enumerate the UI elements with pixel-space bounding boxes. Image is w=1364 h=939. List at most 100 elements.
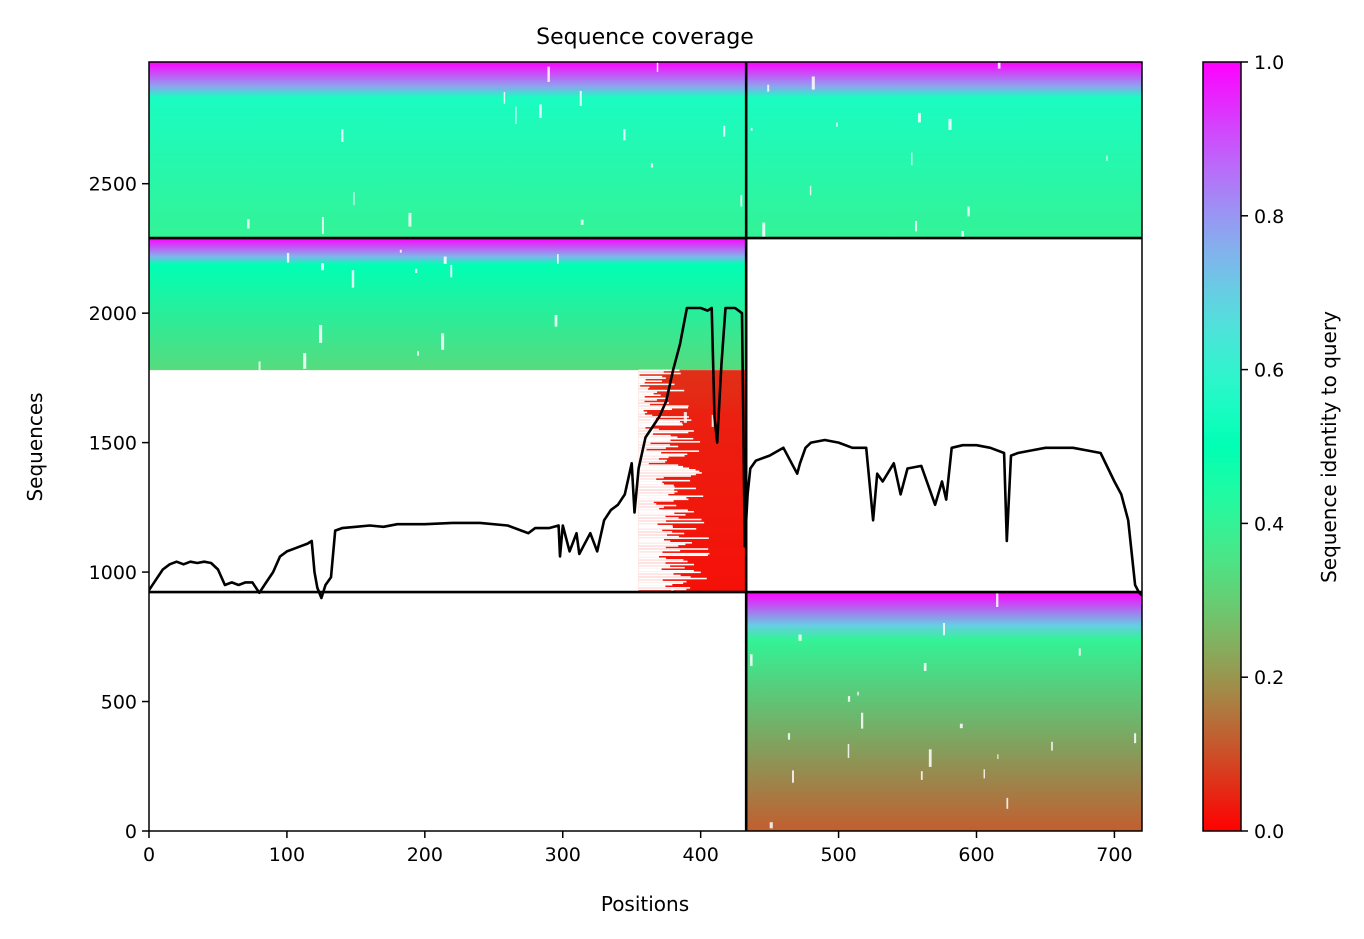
coverage-gap <box>811 76 815 90</box>
coverage-gap <box>638 473 696 476</box>
coverage-gap <box>762 222 766 241</box>
coverage-gap <box>613 643 617 659</box>
coverage-gap <box>638 577 707 580</box>
coverage-gap <box>740 195 743 207</box>
coverage-gap <box>384 677 387 689</box>
coverage-gap <box>967 206 970 217</box>
coverage-gap <box>638 509 688 511</box>
colorbar-tick-label: 1.0 <box>1254 52 1284 74</box>
coverage-gap <box>638 540 671 543</box>
coverage-gap <box>638 396 645 398</box>
coverage-gap <box>638 469 696 471</box>
coverage-gap <box>638 428 659 431</box>
coverage-gap <box>704 645 708 649</box>
coverage-gap <box>638 565 671 567</box>
coverage-gap <box>683 412 687 423</box>
coverage-gap <box>1056 269 1060 279</box>
coverage-gap <box>321 216 324 234</box>
coverage-gap <box>638 518 702 521</box>
coverage-gap <box>958 498 961 511</box>
coverage-gap <box>638 585 666 588</box>
coverage-gap <box>638 450 700 452</box>
coverage-gap <box>1060 417 1063 424</box>
coverage-gap <box>777 512 779 528</box>
coverage-gap <box>586 801 590 807</box>
colorbar-tick-label: 0.8 <box>1254 206 1284 228</box>
coverage-gap <box>638 400 645 403</box>
coverage-gap <box>638 394 661 397</box>
coverage-gap <box>638 431 689 434</box>
coverage-gap <box>638 490 678 493</box>
coverage-gap <box>547 66 550 82</box>
coverage-gap <box>928 749 932 767</box>
coverage-gap <box>597 432 599 441</box>
coverage-gap <box>638 483 664 485</box>
coverage-gap <box>959 723 963 729</box>
coverage-gap <box>638 588 687 591</box>
coverage-gap <box>650 163 654 168</box>
coverage-gap <box>638 382 645 384</box>
coverage-gap <box>638 465 684 468</box>
coverage-gaps <box>231 62 1137 829</box>
coverage-gap <box>417 351 419 356</box>
x-axis: 0 100 200 300 400 500 600 700 <box>143 831 1133 866</box>
x-tick-label: 0 <box>143 844 155 866</box>
coverage-gap <box>638 576 691 578</box>
colorbar-tick-label: 0.0 <box>1254 821 1284 843</box>
coverage-gap <box>1051 741 1053 751</box>
plot-area <box>148 61 1143 832</box>
coverage-gap <box>638 521 705 524</box>
coverage-gap <box>951 281 954 289</box>
coverage-gap <box>638 388 648 390</box>
colorbar-tick-label: 0.2 <box>1254 667 1284 689</box>
coverage-gap <box>623 129 626 141</box>
coverage-gap <box>539 104 542 119</box>
coverage-gap <box>1134 733 1137 744</box>
coverage-gap <box>554 315 558 327</box>
coverage-gap <box>443 256 447 264</box>
x-tick-label: 100 <box>269 844 305 866</box>
coverage-gap <box>638 574 681 577</box>
coverage-gap <box>638 515 666 518</box>
coverage-gap <box>638 500 674 502</box>
y-tick-label: 0 <box>125 821 137 843</box>
coverage-gap <box>638 549 681 552</box>
coverage-gap <box>798 634 802 641</box>
coverage-gap <box>638 372 681 375</box>
coverage-gap <box>911 152 913 166</box>
coverage-gap <box>892 272 894 291</box>
x-tick-label: 500 <box>820 844 856 866</box>
coverage-gap <box>638 444 671 446</box>
coverage-gap <box>638 481 663 484</box>
coverage-gap <box>856 371 860 376</box>
coverage-gap <box>638 409 644 412</box>
x-tick-label: 700 <box>1096 844 1132 866</box>
coverage-gap <box>452 698 455 704</box>
coverage-gap <box>638 436 678 438</box>
coverage-gap <box>638 458 659 460</box>
colorbar-tick-label: 0.6 <box>1254 360 1284 382</box>
coverage-gap <box>861 712 864 729</box>
coverage-gap <box>758 329 762 340</box>
coverage-gap <box>638 445 679 448</box>
coverage-gap <box>638 554 708 557</box>
coverage-gap <box>497 706 500 712</box>
coverage-gap <box>320 263 325 271</box>
y-tick-label: 2500 <box>89 174 137 196</box>
coverage-gap <box>440 683 442 697</box>
coverage-gap <box>638 552 710 555</box>
y-axis: 0 500 1000 1500 2000 2500 <box>89 174 149 843</box>
coverage-gap <box>636 688 639 699</box>
coverage-gap <box>638 492 675 494</box>
coverage-gap <box>318 325 323 343</box>
coverage-gap <box>753 370 756 379</box>
coverage-gap <box>638 462 649 465</box>
x-tick-label: 400 <box>683 844 719 866</box>
colorbar: 0.0 0.2 0.4 0.6 0.8 1.0 Sequence identity to … <box>1202 52 1341 843</box>
coverage-gap <box>638 484 674 487</box>
coverage-gap <box>638 420 680 423</box>
coverage-block <box>746 62 1142 239</box>
x-tick-label: 300 <box>545 844 581 866</box>
coverage-gap <box>787 733 791 740</box>
coverage-gap <box>769 822 773 829</box>
